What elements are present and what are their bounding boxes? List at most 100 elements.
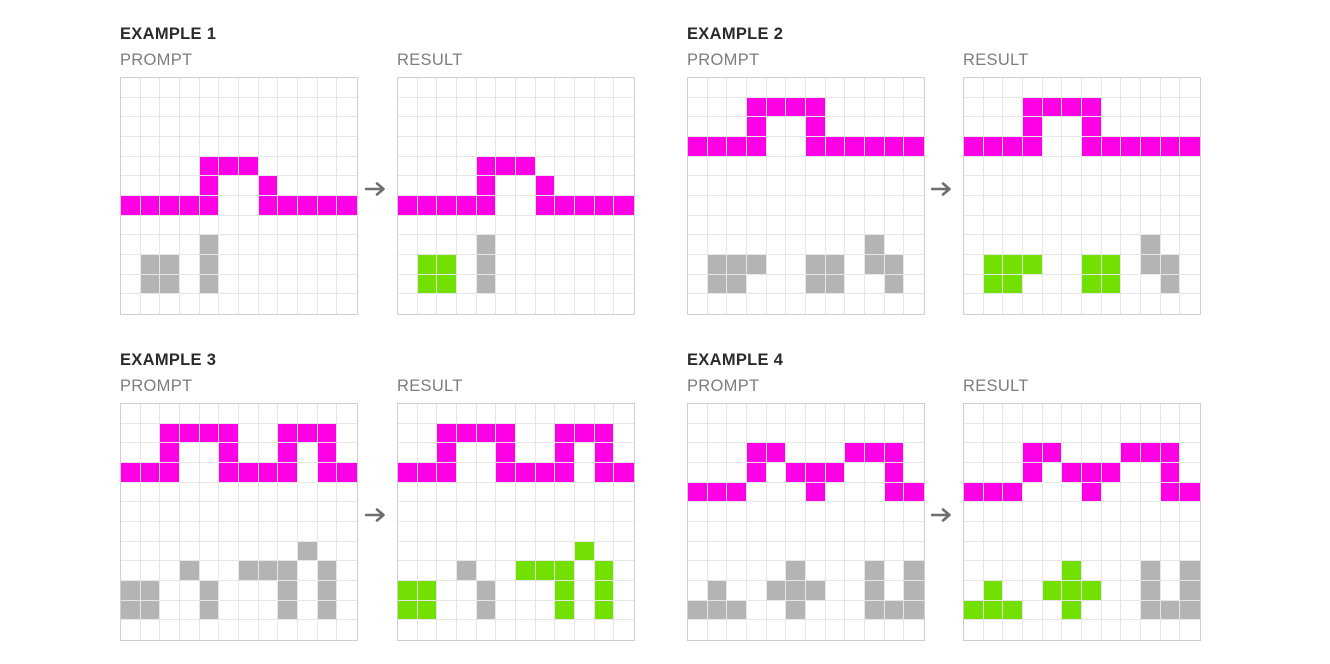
gray-cell [864, 580, 885, 601]
empty-cell [574, 600, 595, 621]
empty-cell [707, 117, 728, 137]
empty-cell [594, 176, 615, 196]
empty-cell [496, 294, 516, 314]
gray-cell [160, 254, 180, 275]
empty-cell [1003, 78, 1023, 98]
empty-cell [140, 294, 161, 314]
empty-cell [121, 235, 141, 255]
magenta-cell [746, 136, 767, 157]
empty-cell [805, 215, 826, 236]
empty-cell [337, 97, 357, 118]
gray-cell [766, 580, 787, 601]
empty-cell [1081, 521, 1102, 542]
empty-cell [727, 404, 747, 424]
gray-cell [1140, 254, 1161, 275]
magenta-cell [496, 462, 516, 483]
empty-cell [1042, 195, 1063, 216]
empty-cell [238, 136, 259, 157]
magenta-cell [317, 462, 338, 483]
magenta-cell [199, 156, 220, 177]
gray-cell [864, 561, 885, 581]
magenta-cell [398, 462, 418, 483]
empty-cell [238, 404, 259, 424]
empty-cell [786, 620, 806, 640]
magenta-cell [199, 423, 220, 444]
empty-cell [238, 195, 259, 216]
empty-cell [535, 294, 556, 314]
magenta-cell [688, 136, 708, 157]
empty-cell [160, 561, 180, 581]
magenta-cell [1042, 97, 1063, 118]
empty-cell [786, 176, 806, 196]
empty-cell [1042, 541, 1063, 562]
empty-cell [456, 294, 477, 314]
empty-cell [456, 117, 477, 137]
empty-cell [1003, 404, 1023, 424]
empty-cell [1180, 620, 1200, 640]
prompt-grid [120, 403, 358, 641]
empty-cell [766, 215, 787, 236]
empty-cell [964, 462, 984, 483]
magenta-cell [1022, 462, 1043, 483]
empty-cell [845, 600, 865, 621]
magenta-cell [727, 136, 747, 157]
gray-cell [140, 600, 161, 621]
empty-cell [179, 541, 200, 562]
empty-cell [496, 482, 516, 503]
empty-cell [786, 254, 806, 275]
empty-cell [825, 78, 846, 98]
empty-cell [337, 136, 357, 157]
empty-cell [417, 176, 438, 196]
empty-cell [1160, 176, 1181, 196]
empty-cell [864, 620, 885, 640]
empty-cell [437, 580, 457, 601]
empty-cell [688, 215, 708, 236]
empty-cell [258, 78, 279, 98]
empty-cell [983, 561, 1004, 581]
result-label: RESULT [963, 377, 1029, 395]
magenta-cell [594, 443, 615, 463]
empty-cell [179, 502, 200, 522]
empty-cell [1140, 97, 1161, 118]
empty-cell [140, 620, 161, 640]
empty-cell [476, 117, 497, 137]
empty-cell [398, 156, 418, 177]
empty-cell [594, 254, 615, 275]
empty-cell [555, 156, 575, 177]
empty-cell [825, 404, 846, 424]
empty-cell [1003, 97, 1023, 118]
empty-cell [983, 620, 1004, 640]
empty-cell [727, 462, 747, 483]
empty-cell [727, 620, 747, 640]
empty-cell [1062, 235, 1082, 255]
empty-cell [160, 482, 180, 503]
empty-cell [1022, 620, 1043, 640]
right-arrow-icon [365, 508, 385, 522]
empty-cell [1180, 423, 1200, 444]
empty-cell [1101, 502, 1122, 522]
empty-cell [1101, 215, 1122, 236]
empty-cell [476, 462, 497, 483]
empty-cell [1003, 235, 1023, 255]
magenta-cell [278, 195, 298, 216]
magenta-cell [317, 443, 338, 463]
empty-cell [614, 620, 634, 640]
empty-cell [1003, 502, 1023, 522]
magenta-cell [1022, 117, 1043, 137]
empty-cell [140, 423, 161, 444]
empty-cell [317, 117, 338, 137]
empty-cell [1101, 117, 1122, 137]
empty-cell [476, 215, 497, 236]
magenta-cell [845, 136, 865, 157]
empty-cell [688, 620, 708, 640]
empty-cell [864, 462, 885, 483]
empty-cell [884, 423, 905, 444]
empty-cell [884, 294, 905, 314]
empty-cell [297, 274, 318, 295]
empty-cell [278, 156, 298, 177]
magenta-cell [258, 195, 279, 216]
empty-cell [746, 423, 767, 444]
empty-cell [496, 136, 516, 157]
empty-cell [337, 78, 357, 98]
empty-cell [1042, 294, 1063, 314]
